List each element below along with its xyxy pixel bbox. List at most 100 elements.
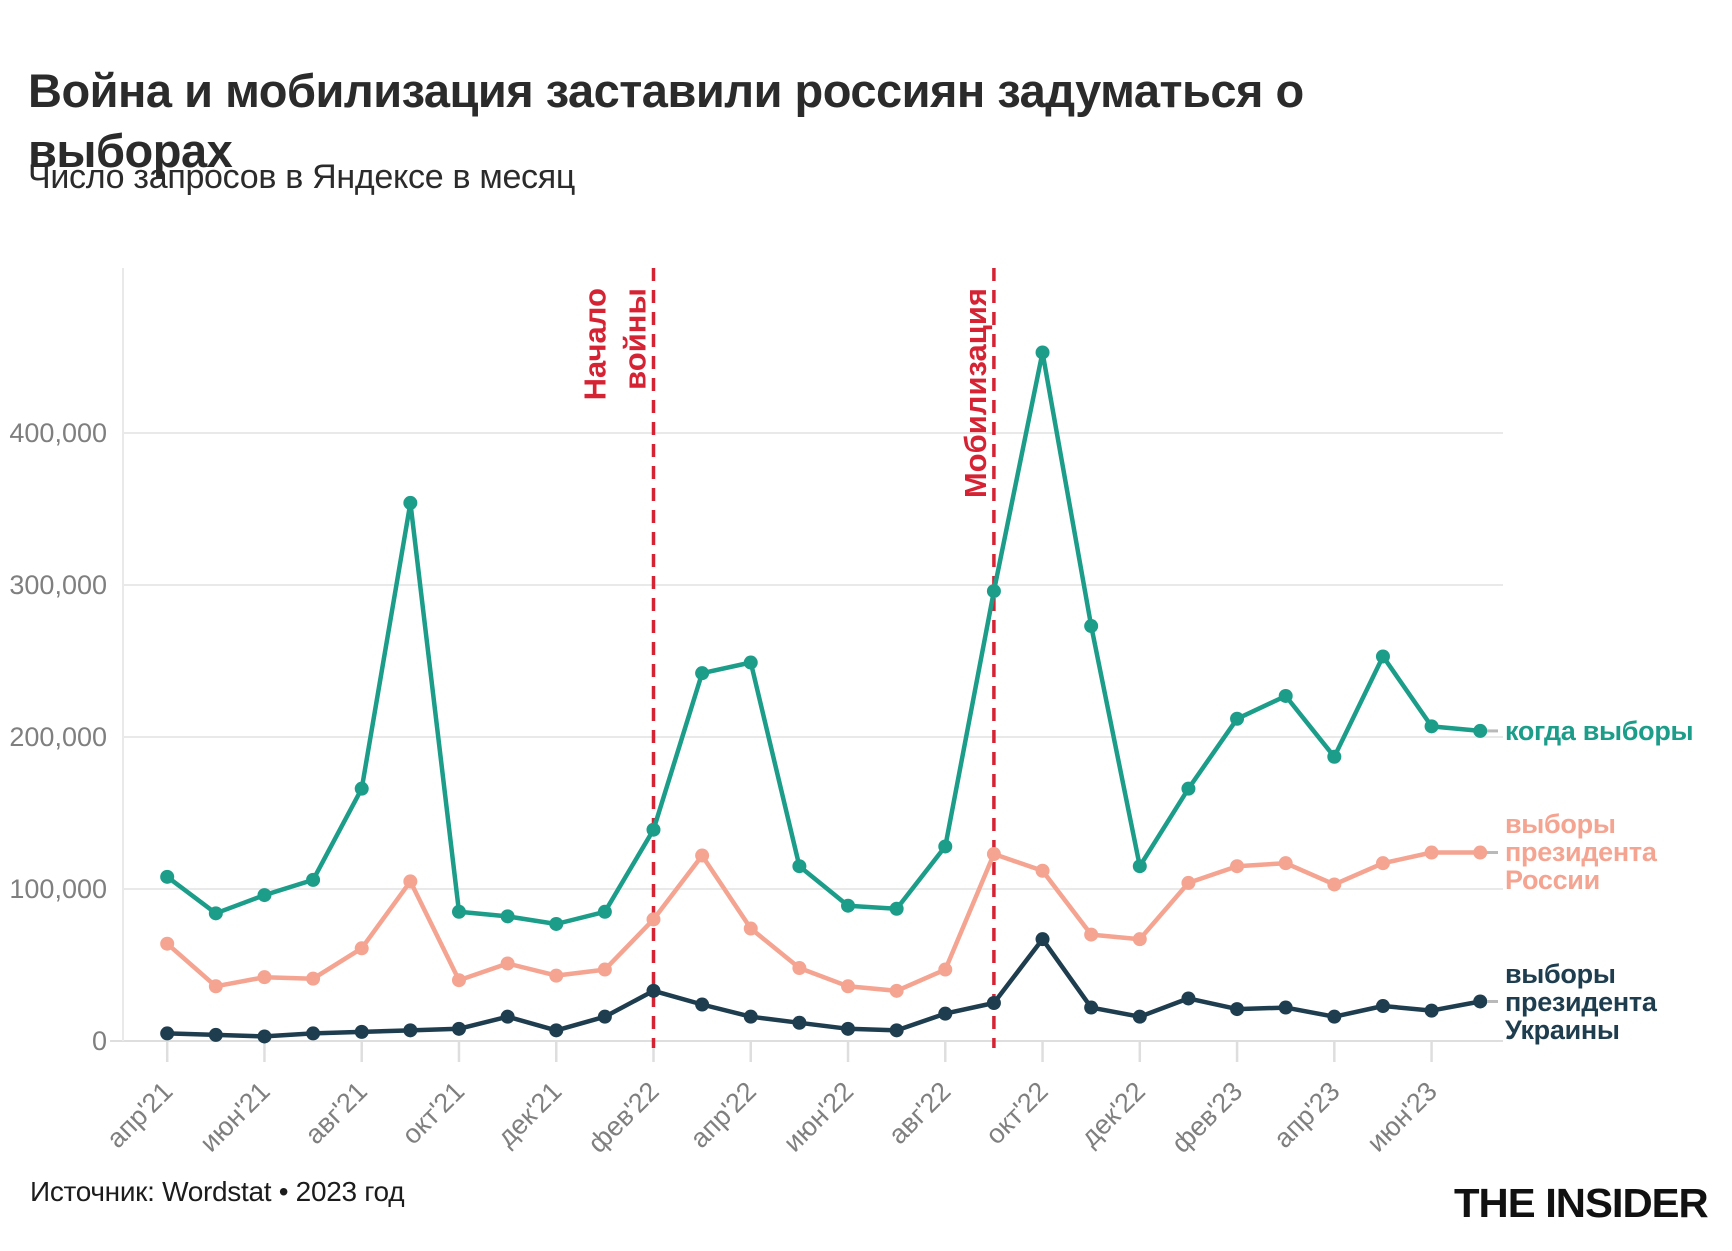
x-tick-label: авг'22 bbox=[883, 1076, 957, 1150]
data-point bbox=[841, 1021, 856, 1036]
data-point bbox=[1035, 932, 1050, 947]
data-point bbox=[354, 781, 369, 796]
y-tick-label: 400,000 bbox=[9, 418, 107, 448]
data-point bbox=[1132, 1009, 1147, 1024]
data-point bbox=[646, 822, 661, 837]
series-line bbox=[164, 936, 1483, 1039]
data-point bbox=[792, 961, 807, 976]
y-tick-label: 100,000 bbox=[9, 874, 107, 904]
data-point bbox=[792, 859, 807, 874]
x-tick-label: апр'22 bbox=[684, 1076, 762, 1154]
series-line bbox=[164, 350, 1483, 927]
data-point bbox=[1230, 859, 1245, 874]
data-point bbox=[597, 962, 612, 977]
data-point bbox=[986, 996, 1001, 1010]
data-point bbox=[1424, 845, 1439, 860]
data-point bbox=[208, 1027, 223, 1042]
data-point bbox=[500, 909, 515, 924]
data-point bbox=[549, 916, 564, 931]
data-point bbox=[1084, 1000, 1099, 1015]
data-point bbox=[889, 1023, 904, 1038]
data-point bbox=[1035, 863, 1050, 878]
data-point bbox=[938, 962, 953, 977]
page-title: Война и мобилизация заставили россиян за… bbox=[28, 64, 1304, 177]
page-subtitle: Число запросов в Яндексе в месяц bbox=[28, 158, 576, 196]
data-point bbox=[160, 1026, 175, 1041]
data-point bbox=[160, 869, 175, 884]
data-point bbox=[1181, 875, 1196, 890]
data-point bbox=[1181, 991, 1196, 1006]
data-point bbox=[743, 1009, 758, 1024]
data-point bbox=[306, 1026, 321, 1041]
event-annotation-label: Мобилизация bbox=[958, 288, 993, 498]
data-point bbox=[597, 904, 612, 919]
data-point bbox=[257, 888, 272, 903]
data-point bbox=[257, 970, 272, 985]
x-tick-label: июн'23 bbox=[1361, 1076, 1443, 1158]
x-tick-label: июн'21 bbox=[194, 1076, 276, 1158]
x-tick-label: июн'22 bbox=[778, 1076, 860, 1158]
data-point bbox=[1132, 859, 1147, 874]
data-point bbox=[695, 848, 710, 863]
data-point bbox=[1375, 999, 1390, 1014]
x-tick-label: окт'22 bbox=[980, 1076, 1054, 1150]
data-point bbox=[695, 666, 710, 681]
data-point bbox=[1084, 619, 1099, 634]
data-point bbox=[257, 1029, 272, 1044]
y-tick-label: 0 bbox=[92, 1026, 107, 1056]
data-point bbox=[841, 979, 856, 994]
data-point bbox=[549, 1023, 564, 1038]
x-tick-label: апр'23 bbox=[1268, 1076, 1346, 1154]
legend-vybory-prezidenta-rossii: выборы президента России bbox=[1505, 809, 1657, 895]
x-tick-label: дек'22 bbox=[1075, 1076, 1151, 1152]
data-point bbox=[451, 904, 466, 919]
data-point bbox=[354, 941, 369, 956]
data-point bbox=[500, 1009, 515, 1024]
data-point bbox=[208, 906, 223, 921]
x-tick-label: фев'23 bbox=[1166, 1076, 1249, 1159]
y-tick-label: 300,000 bbox=[9, 570, 107, 600]
data-point bbox=[889, 901, 904, 916]
x-tick-label: дек'21 bbox=[491, 1076, 567, 1152]
x-tick-label: окт'21 bbox=[396, 1076, 470, 1150]
data-point bbox=[403, 874, 418, 889]
data-point bbox=[1375, 856, 1390, 871]
data-point bbox=[841, 898, 856, 913]
data-point bbox=[1327, 877, 1342, 892]
data-point bbox=[646, 912, 661, 927]
data-point bbox=[1375, 649, 1390, 664]
source-note: Источник: Wordstat • 2023 год bbox=[30, 1176, 405, 1207]
data-point bbox=[889, 983, 904, 998]
data-point bbox=[1132, 932, 1147, 947]
data-point bbox=[451, 973, 466, 988]
data-point bbox=[451, 1021, 466, 1036]
data-point bbox=[1327, 749, 1342, 764]
data-point bbox=[743, 921, 758, 936]
data-point bbox=[1035, 345, 1050, 360]
data-point bbox=[1473, 845, 1488, 860]
data-point bbox=[403, 1023, 418, 1038]
data-point bbox=[986, 584, 1001, 599]
legend-vybory-prezidenta-ukrainy: выборы президента Украины bbox=[1505, 959, 1657, 1045]
data-point bbox=[306, 971, 321, 986]
data-point bbox=[743, 655, 758, 670]
data-point bbox=[646, 983, 661, 998]
legend-kogda-vybory: когда выборы bbox=[1505, 716, 1694, 746]
x-tick-label: авг'21 bbox=[299, 1076, 373, 1150]
data-point bbox=[1181, 781, 1196, 796]
data-point bbox=[208, 979, 223, 994]
data-point bbox=[1278, 856, 1293, 871]
data-point bbox=[695, 997, 710, 1012]
data-point bbox=[500, 956, 515, 971]
data-point bbox=[354, 1024, 369, 1039]
data-point bbox=[1278, 688, 1293, 703]
data-point bbox=[792, 1015, 807, 1030]
event-annotation-label: Начало bbox=[578, 288, 613, 400]
data-point bbox=[1473, 994, 1488, 1009]
data-point bbox=[1230, 1002, 1245, 1017]
data-point bbox=[306, 872, 321, 887]
data-point bbox=[549, 968, 564, 983]
x-tick-label: фев'22 bbox=[582, 1076, 665, 1159]
